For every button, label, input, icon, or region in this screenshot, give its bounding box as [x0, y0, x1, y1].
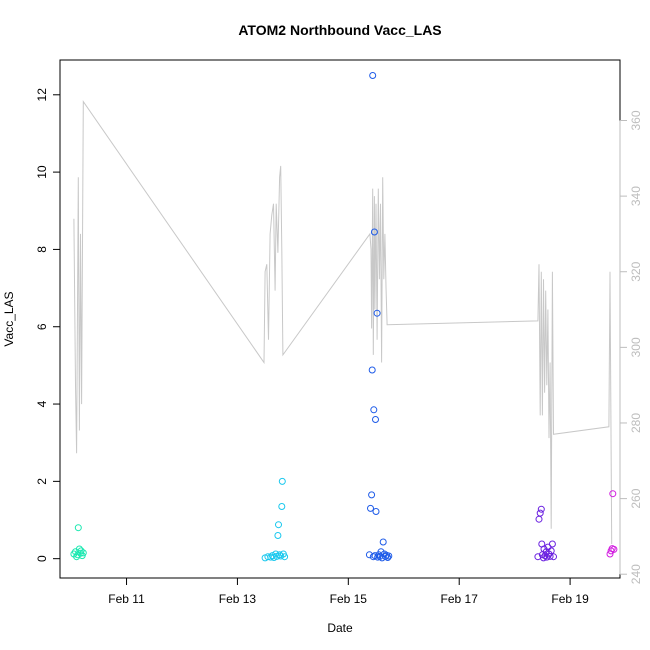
data-point: [275, 521, 282, 529]
data-point: [550, 553, 557, 561]
data-point: [278, 477, 286, 485]
data-point: [369, 72, 377, 79]
data-point: [75, 545, 83, 553]
y-axis-right: 240 260 280 300 320 340 360: [619, 110, 643, 584]
data-point: [536, 509, 544, 517]
y-axis-left: 0 2 4 6 8 10 12: [35, 88, 61, 562]
data-point: [370, 406, 378, 414]
x-tick-label: Feb 19: [551, 592, 589, 606]
x-tick-label: Feb 17: [441, 592, 479, 606]
data-point: [278, 503, 286, 510]
y-tick-label-left: 4: [35, 400, 49, 407]
y-tick-label-right: 300: [629, 337, 643, 357]
x-axis-label: Date: [327, 621, 353, 635]
y-tick-label-left: 12: [35, 88, 49, 102]
data-point: [367, 504, 374, 512]
x-axis: Feb 11 Feb 13 Feb 15 Feb 17 Feb 19: [108, 577, 589, 606]
plot-frame: [59, 59, 621, 579]
data-point: [74, 524, 82, 532]
data-point: [368, 491, 376, 499]
data-point: [609, 490, 617, 498]
data-point: [281, 553, 289, 561]
y-tick-label-right: 360: [629, 110, 643, 130]
x-tick-label: Feb 11: [108, 592, 145, 606]
x-tick-label: Feb 13: [219, 592, 257, 606]
y-tick-label-left: 6: [35, 323, 49, 330]
data-point: [610, 545, 618, 553]
data-point: [79, 549, 87, 557]
data-point: [268, 552, 276, 560]
y-tick-label-right: 240: [629, 564, 643, 584]
data-point: [535, 515, 543, 523]
y-tick-label-right: 260: [629, 488, 643, 508]
data-point: [537, 505, 545, 513]
data-point: [372, 416, 379, 423]
data-point: [379, 538, 387, 546]
y-tick-label-left: 10: [35, 165, 49, 179]
data-point: [370, 228, 378, 236]
data-points: [70, 72, 618, 562]
y-tick-label-right: 340: [629, 186, 643, 206]
data-point: [385, 552, 393, 560]
data-point: [384, 554, 392, 561]
data-point: [372, 508, 380, 515]
data-point: [77, 547, 85, 555]
y-tick-label-left: 8: [35, 246, 49, 253]
secondary-series-polyline: [73, 100, 613, 545]
y-tick-label-right: 320: [629, 261, 643, 281]
y-tick-label-right: 280: [629, 413, 643, 433]
y-tick-label-left: 0: [35, 555, 49, 562]
chart-title: ATOM2 Northbound Vacc_LAS: [238, 22, 441, 38]
y-axis-label: Vacc_LAS: [2, 291, 16, 346]
data-point: [373, 309, 381, 317]
x-tick-label: Feb 15: [330, 592, 368, 606]
data-point: [368, 366, 376, 374]
y-tick-label-left: 2: [35, 478, 49, 485]
data-point: [547, 547, 555, 555]
data-point: [541, 552, 549, 560]
data-point: [548, 540, 556, 548]
secondary-series-line: [73, 100, 613, 545]
data-point: [274, 532, 282, 539]
